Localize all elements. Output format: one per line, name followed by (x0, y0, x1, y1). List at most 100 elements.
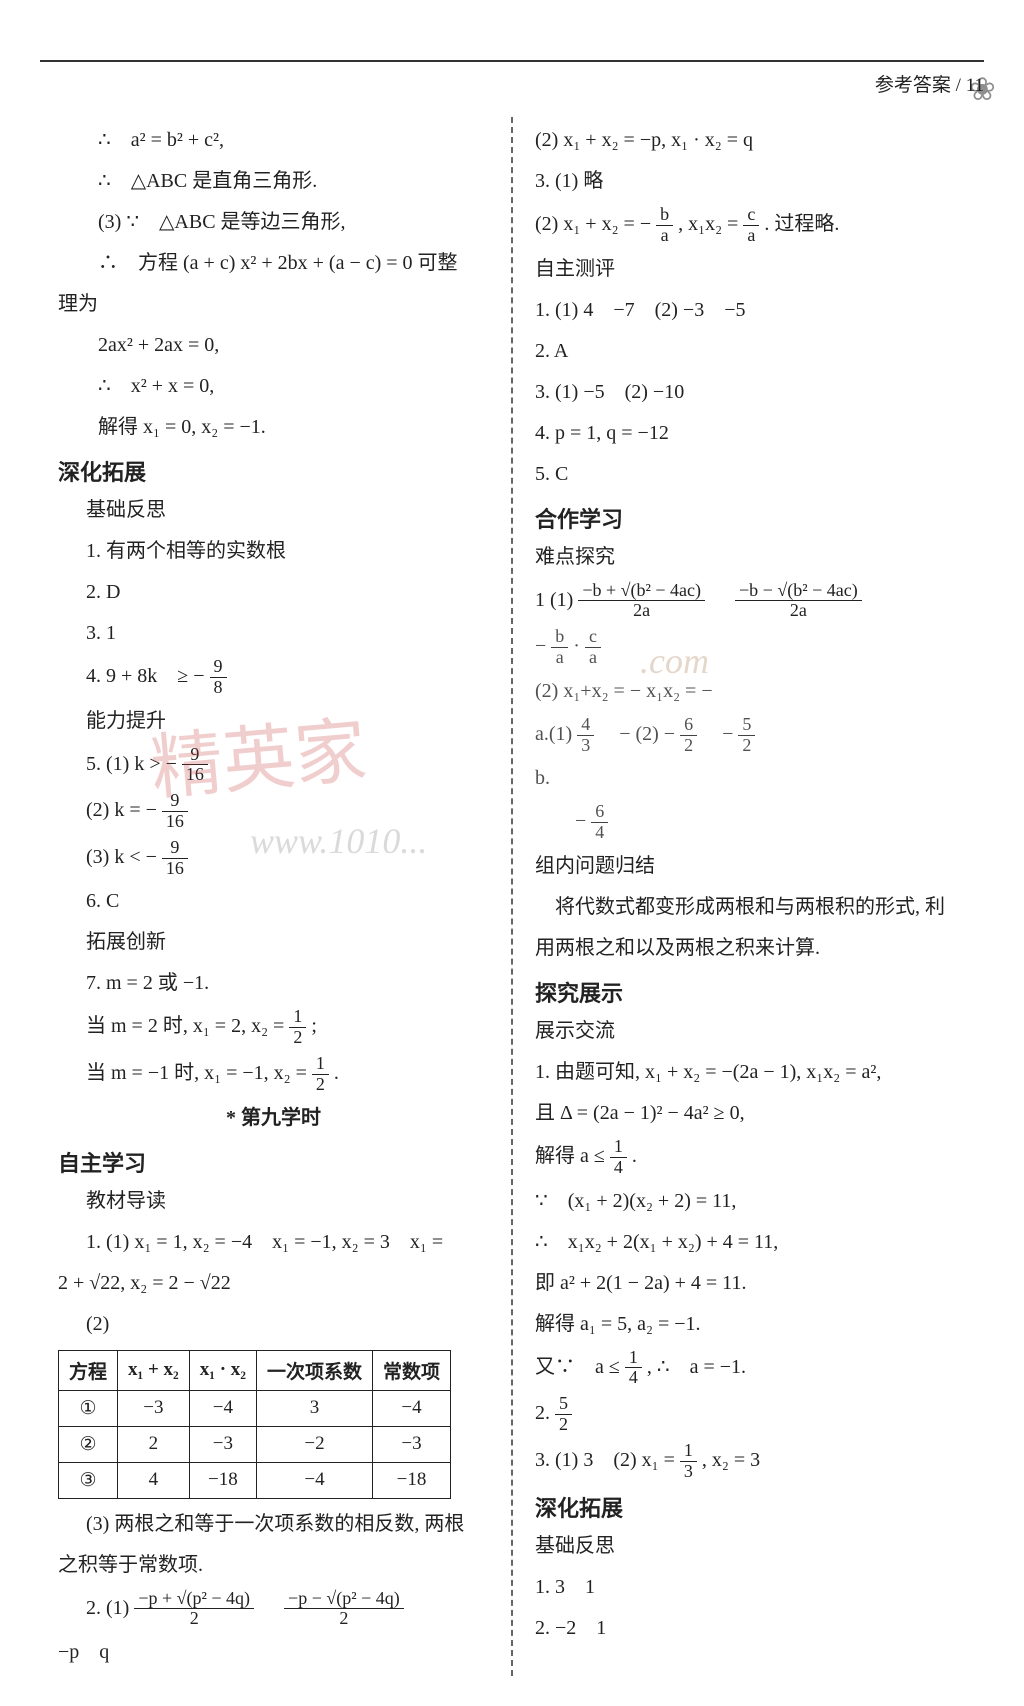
left-column: ∴ a² = b² + c², ∴ △ABC 是直角三角形. (3) ∵ △AB… (40, 117, 507, 1676)
handwritten-line: − ba · ca (535, 627, 966, 668)
text-fragment: . (334, 1062, 339, 1084)
answer-line: (3) k < − 916 (86, 838, 489, 879)
answer-line: 2. 52 (535, 1394, 966, 1435)
table-cell: −4 (189, 1390, 256, 1426)
text-fragment: 1 (1) (535, 588, 578, 610)
table-cell: 3 (256, 1390, 372, 1426)
text-fragment: (2) k = − (86, 799, 157, 821)
text-line: 解得 x₁ = 0, x₂ = −1. (98, 410, 489, 445)
answer-line: 当 m = 2 时, x₁ = 2, x₂ = 12 ; (86, 1007, 489, 1048)
text-fragment: (3) k < − (86, 846, 157, 868)
text-fragment: · (573, 635, 585, 657)
text-line: 理为 (58, 287, 489, 322)
answer-line: (2) k = − 916 (86, 791, 489, 832)
text-fragment: (2) x₁ + x₂ = − (535, 213, 651, 235)
text-fragment: , x₁x₂ = (678, 213, 743, 235)
text-line: 基础反思 (535, 1529, 966, 1564)
section-heading: 深化拓展 (535, 1491, 966, 1523)
answer-line: 1. 有两个相等的实数根 (86, 534, 489, 569)
fraction: −p + √(p² − 4q)2 (134, 1589, 254, 1630)
two-column-layout: ∴ a² = b² + c², ∴ △ABC 是直角三角形. (3) ∵ △AB… (40, 117, 984, 1676)
text-fragment: 当 m = −1 时, x₁ = −1, x₂ = (86, 1062, 312, 1084)
answer-line: 6. C (86, 884, 489, 919)
text-fragment: . 过程略. (764, 213, 839, 235)
table-cell: −4 (256, 1462, 372, 1498)
table-cell: −18 (373, 1462, 451, 1498)
fraction: ba (551, 627, 568, 668)
answer-line: 2. A (535, 334, 966, 369)
fraction: 98 (210, 657, 227, 698)
table-cell: −3 (189, 1426, 256, 1462)
answer-line: ∴ x₁x₂ + 2(x₁ + x₂) + 4 = 11, (535, 1225, 966, 1260)
table-cell: ③ (59, 1462, 118, 1498)
fraction: 916 (182, 745, 208, 786)
text-line: (3) ∵ △ABC 是等边三角形, (98, 205, 489, 240)
answer-line: 3. 1 (86, 616, 489, 651)
text-line: ∴ x² + x = 0, (98, 369, 489, 404)
text-fragment: 5. (1) k > − (86, 752, 177, 774)
answer-line: 5. C (535, 457, 966, 492)
answer-line: (2) x₁ + x₂ = − ba , x₁x₂ = ca . 过程略. (535, 205, 966, 246)
answer-line: 3. (1) −5 (2) −10 (535, 375, 966, 410)
section-heading: 探究展示 (535, 976, 966, 1008)
fraction: 916 (162, 791, 188, 832)
answer-line: 5. (1) k > − 916 (86, 745, 489, 786)
text-fragment: 当 m = 2 时, x₁ = 2, x₂ = (86, 1015, 289, 1037)
handwritten-line: a.(1) 43 − (2) − 62 − 52 (535, 715, 966, 756)
text-fragment (710, 588, 730, 610)
text-fragment: 又∵ a ≤ (535, 1355, 625, 1377)
handwritten-line: − 64 (575, 802, 966, 843)
fraction: 43 (577, 715, 594, 756)
text-fragment (259, 1596, 279, 1618)
fraction: 916 (162, 838, 188, 879)
lesson-heading: * 第九学时 (58, 1101, 489, 1136)
text-line: ∴ △ABC 是直角三角形. (98, 164, 489, 199)
text-line: (2) (86, 1307, 489, 1342)
text-line: 拓展创新 (86, 925, 489, 960)
table-header: 一次项系数 (256, 1350, 372, 1390)
answer-line: 4. p = 1, q = −12 (535, 416, 966, 451)
text-line: 难点探究 (535, 540, 966, 575)
section-heading: 自主学习 (58, 1146, 489, 1178)
fraction: 52 (555, 1394, 572, 1435)
text-line: (2) x₁ + x₂ = −p, x₁ · x₂ = q (535, 123, 966, 158)
answer-line: 当 m = −1 时, x₁ = −1, x₂ = 12 . (86, 1054, 489, 1095)
fraction: 64 (591, 802, 608, 843)
fraction: −b − √(b² − 4ac)2a (735, 581, 862, 622)
text-fragment: 2. (1) (86, 1596, 134, 1618)
right-column: (2) x₁ + x₂ = −p, x₁ · x₂ = q 3. (1) 略 (… (517, 117, 984, 1676)
text-fragment: − (702, 723, 733, 745)
answer-line: 1. 3 1 (535, 1570, 966, 1605)
table-cell: ② (59, 1426, 118, 1462)
table-cell: 2 (118, 1426, 190, 1462)
section-heading: 合作学习 (535, 502, 966, 534)
text-fragment: , ∴ a = −1. (647, 1355, 746, 1377)
answer-line: 又∵ a ≤ 14 , ∴ a = −1. (535, 1348, 966, 1389)
fraction: −b + √(b² − 4ac)2a (578, 581, 705, 622)
text-line: 自主测评 (535, 252, 966, 287)
table-cell: −3 (118, 1390, 190, 1426)
column-divider (511, 117, 513, 1676)
table-row: ② 2 −3 −2 −3 (59, 1426, 451, 1462)
table-row: ① −3 −4 3 −4 (59, 1390, 451, 1426)
page: ❀ 参考答案 / 11 ∴ a² = b² + c², ∴ △ABC 是直角三角… (0, 0, 1024, 1706)
table-cell: −18 (189, 1462, 256, 1498)
table-header: 方程 (59, 1350, 118, 1390)
text-line: 之积等于常数项. (58, 1548, 489, 1583)
fraction: 52 (738, 715, 755, 756)
table-header: 常数项 (373, 1350, 451, 1390)
answer-line: 1. (1) 4 −7 (2) −3 −5 (535, 293, 966, 328)
answer-line: 1. (1) x₁ = 1, x₂ = −4 x₁ = −1, x₂ = 3 x… (86, 1225, 489, 1260)
text-fragment: 解得 a ≤ (535, 1145, 610, 1167)
text-fragment: − (535, 635, 546, 657)
table-row: ③ 4 −18 −4 −18 (59, 1462, 451, 1498)
header-title: 参考答案 (875, 75, 951, 96)
fraction: 12 (312, 1054, 329, 1095)
text-line: 2ax² + 2ax = 0, (98, 328, 489, 363)
text-line: 基础反思 (86, 493, 489, 528)
answer-line: 2. −2 1 (535, 1611, 966, 1646)
text-line: 组内问题归结 (535, 849, 966, 884)
answer-line: 解得 a ≤ 14 . (535, 1137, 966, 1178)
text-line: 用两根之和以及两根之积来计算. (535, 931, 966, 966)
fraction: 14 (610, 1137, 627, 1178)
